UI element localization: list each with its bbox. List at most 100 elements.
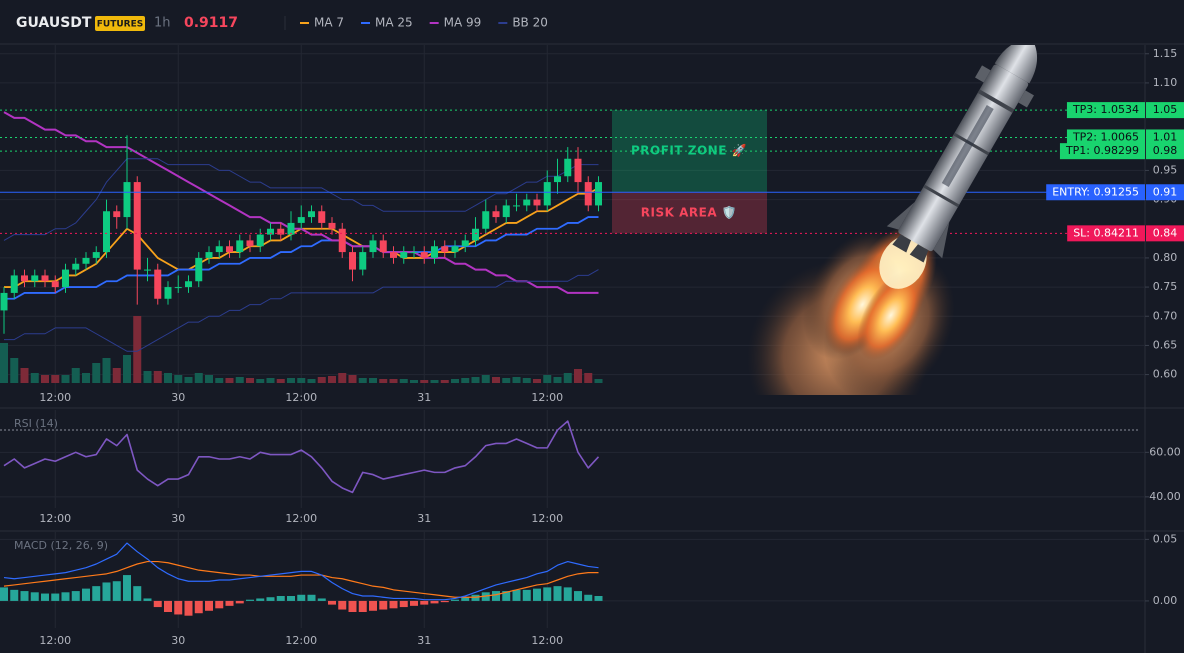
volume-bar [399, 379, 408, 383]
rocket-image [747, 45, 1037, 395]
histogram-bar [420, 600, 429, 605]
y-tick-label: 60.00 [1149, 445, 1181, 458]
volume-bar [41, 375, 49, 383]
candle-body [338, 228, 346, 253]
volume-bar [51, 375, 60, 383]
histogram-bar [133, 586, 142, 601]
candle-body [123, 182, 131, 218]
level-axis-bg [1146, 102, 1184, 119]
histogram-bar [553, 586, 562, 601]
candle-body [595, 182, 602, 206]
volume-bar [10, 358, 19, 383]
candle-body [51, 281, 59, 288]
candle-body [113, 211, 121, 218]
histogram-bar [71, 591, 80, 601]
volume-bar [287, 378, 295, 383]
volume-bar [379, 379, 388, 383]
volume-bar [317, 377, 326, 383]
volume-bar [328, 376, 336, 383]
histogram-bar [276, 596, 285, 601]
level-label: ENTRY: 0.91255 [1052, 185, 1139, 198]
candle-body [513, 205, 520, 207]
candle-body [205, 252, 213, 258]
volume-bar [451, 379, 459, 383]
y-tick-label: 0.95 [1153, 163, 1178, 176]
candle-body [543, 182, 551, 206]
candle-body [369, 240, 377, 253]
histogram-bar [184, 600, 193, 616]
histogram-bar [297, 594, 306, 601]
candle-body [31, 275, 39, 282]
histogram-bar [307, 594, 316, 601]
level-axis-label: 1.01 [1153, 130, 1178, 143]
volume-bar [123, 355, 131, 383]
histogram-bar [471, 594, 480, 601]
ma-line [4, 216, 599, 300]
candle-body [174, 287, 182, 289]
volume-bar [358, 378, 367, 383]
candle-body [0, 292, 8, 311]
candle-body [502, 205, 510, 218]
histogram-bar [543, 587, 552, 601]
histogram-bar [533, 588, 541, 601]
bollinger-upper [3, 158, 599, 241]
candle-body [359, 252, 367, 270]
badge-bg [95, 16, 145, 31]
histogram-bar [512, 589, 521, 601]
candle-body [461, 240, 469, 247]
candle-body [564, 158, 572, 177]
x-tick-label: 12:00 [39, 634, 71, 647]
y-tick-label: 0.60 [1153, 368, 1178, 381]
histogram-bar [164, 600, 172, 612]
y-tick-label: 1.10 [1153, 76, 1178, 89]
volume-bar [348, 375, 357, 383]
histogram-bar [30, 592, 39, 601]
volume-bar [430, 380, 439, 383]
volume-bar [533, 379, 541, 383]
level-axis-label: 1.05 [1153, 103, 1178, 116]
volume-bar [369, 378, 377, 383]
y-tick-label: 0.05 [1153, 532, 1178, 545]
volume-bar [338, 373, 347, 383]
volume-bar [256, 379, 265, 383]
histogram-bar [51, 593, 60, 601]
pane-title: MACD (12, 26, 9) [14, 539, 108, 552]
candle-body [195, 257, 203, 282]
candle-body [287, 222, 295, 235]
candle-body [144, 269, 151, 271]
x-tick-label: 12:00 [285, 634, 317, 647]
histogram-bar [123, 575, 131, 601]
x-tick-label: 12:00 [285, 512, 317, 525]
candle-body [349, 252, 356, 270]
candle-body [164, 287, 172, 299]
candle-body [72, 263, 80, 270]
histogram-bar [379, 600, 388, 610]
candle-body [226, 246, 233, 253]
volume-bar [420, 380, 429, 383]
volume-bar [164, 373, 172, 383]
volume-bar [102, 358, 111, 383]
histogram-bar [266, 597, 275, 601]
volume-bar [184, 377, 193, 383]
volume-bar [174, 375, 183, 383]
histogram-bar [584, 594, 593, 601]
y-tick-label: 0.65 [1153, 338, 1178, 351]
histogram-bar [194, 600, 203, 614]
volume-bar [307, 379, 316, 383]
candle-body [431, 246, 438, 258]
candle-body [21, 275, 28, 282]
volume-bar [30, 373, 39, 383]
candle-body [533, 199, 541, 206]
volume-bar [471, 377, 480, 383]
level-axis-bg [1146, 225, 1184, 242]
volume-bar [481, 375, 490, 383]
y-tick-label: 1.15 [1153, 47, 1178, 60]
candle-body [267, 228, 274, 235]
volume-bar [492, 377, 500, 383]
candle-body [297, 217, 305, 223]
histogram-bar [410, 600, 418, 606]
candle-body [215, 246, 223, 253]
level-axis-bg [1146, 143, 1184, 160]
level-label: TP1: 0.98299 [1065, 144, 1139, 157]
